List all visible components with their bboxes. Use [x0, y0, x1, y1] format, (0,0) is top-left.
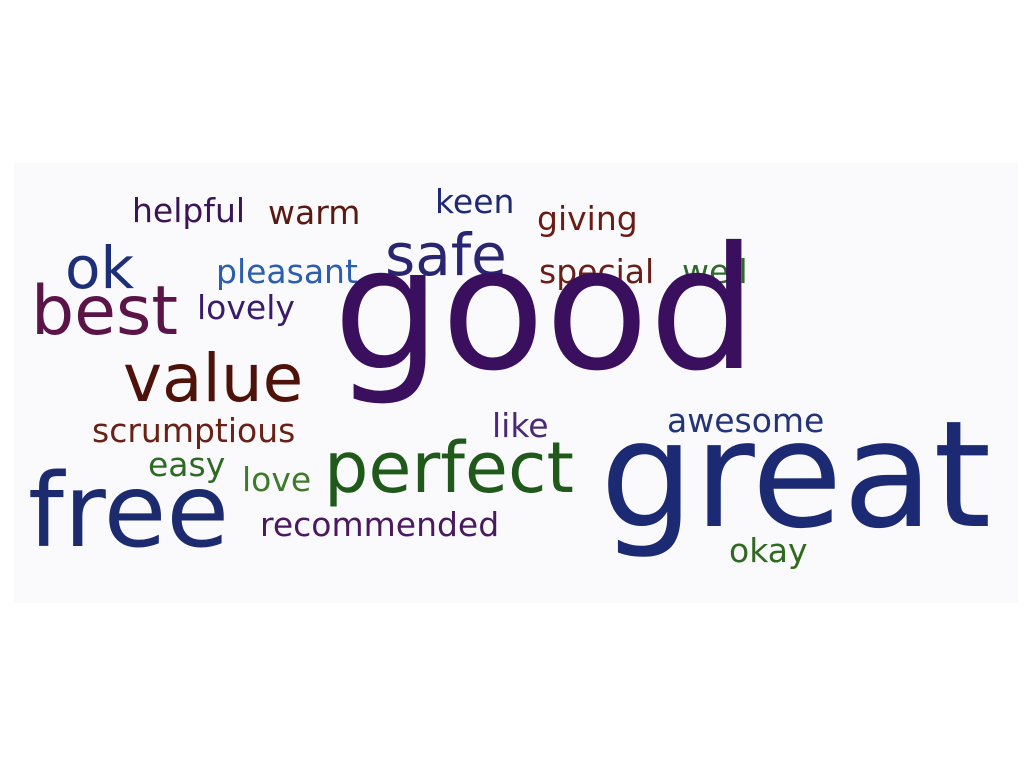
- word-like: like: [492, 406, 549, 445]
- word-love: love: [242, 460, 312, 499]
- word-free: free: [28, 452, 230, 571]
- word-best: best: [31, 272, 179, 351]
- word-giving: giving: [537, 199, 638, 238]
- word-safe: safe: [385, 221, 507, 289]
- word-easy: easy: [148, 445, 226, 484]
- word-awesome: awesome: [667, 401, 825, 440]
- word-cloud: helpful warm keen giving ok safe pleasan…: [14, 163, 1018, 603]
- word-ok: ok: [65, 234, 135, 302]
- word-well: well: [682, 252, 748, 291]
- word-great: great: [600, 389, 992, 561]
- word-scrumptious: scrumptious: [92, 411, 296, 450]
- word-keen: keen: [435, 182, 515, 221]
- word-okay: okay: [729, 531, 808, 570]
- word-good: good: [333, 211, 757, 409]
- word-value: value: [123, 340, 304, 417]
- word-special: special: [539, 252, 655, 291]
- word-perfect: perfect: [324, 427, 574, 509]
- word-helpful: helpful: [132, 191, 246, 230]
- word-warm: warm: [268, 193, 361, 232]
- word-pleasant: pleasant: [216, 252, 358, 291]
- word-lovely: lovely: [197, 288, 295, 327]
- word-recommended: recommended: [260, 505, 500, 544]
